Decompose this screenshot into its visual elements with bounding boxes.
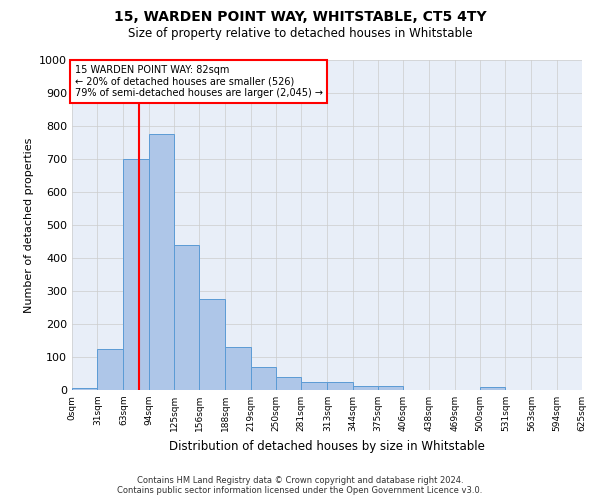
Bar <box>301 382 328 390</box>
Bar <box>149 134 174 390</box>
Text: Contains HM Land Registry data © Crown copyright and database right 2024.
Contai: Contains HM Land Registry data © Crown c… <box>118 476 482 495</box>
Bar <box>124 159 149 390</box>
Text: 15 WARDEN POINT WAY: 82sqm
← 20% of detached houses are smaller (526)
79% of sem: 15 WARDEN POINT WAY: 82sqm ← 20% of deta… <box>74 65 323 98</box>
Bar <box>353 386 378 390</box>
Bar <box>480 386 505 390</box>
Bar <box>276 377 301 390</box>
Text: 15, WARDEN POINT WAY, WHITSTABLE, CT5 4TY: 15, WARDEN POINT WAY, WHITSTABLE, CT5 4T… <box>113 10 487 24</box>
Bar <box>174 245 199 390</box>
Bar <box>226 347 251 390</box>
Bar <box>97 349 124 390</box>
Y-axis label: Number of detached properties: Number of detached properties <box>23 138 34 312</box>
Bar <box>251 367 276 390</box>
Bar <box>328 382 353 390</box>
Bar <box>72 388 97 390</box>
X-axis label: Distribution of detached houses by size in Whitstable: Distribution of detached houses by size … <box>169 440 485 452</box>
Bar <box>199 299 226 390</box>
Bar <box>378 386 403 390</box>
Text: Size of property relative to detached houses in Whitstable: Size of property relative to detached ho… <box>128 28 472 40</box>
